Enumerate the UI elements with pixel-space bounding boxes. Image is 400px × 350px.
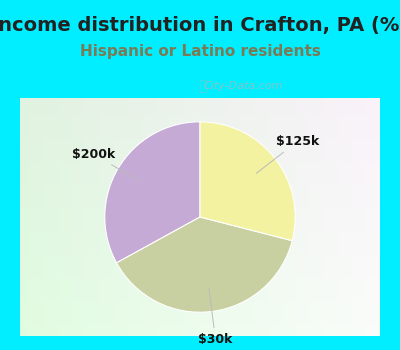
Text: City-Data.com: City-Data.com [203,81,282,91]
Text: $30k: $30k [198,288,233,346]
Wedge shape [116,217,292,312]
Text: $200k: $200k [72,147,139,181]
Wedge shape [200,122,295,241]
Text: $125k: $125k [256,135,320,173]
Wedge shape [105,122,200,263]
Text: Income distribution in Crafton, PA (%): Income distribution in Crafton, PA (%) [0,16,400,35]
Text: Hispanic or Latino residents: Hispanic or Latino residents [80,44,320,59]
Text: ⦾: ⦾ [198,79,206,93]
